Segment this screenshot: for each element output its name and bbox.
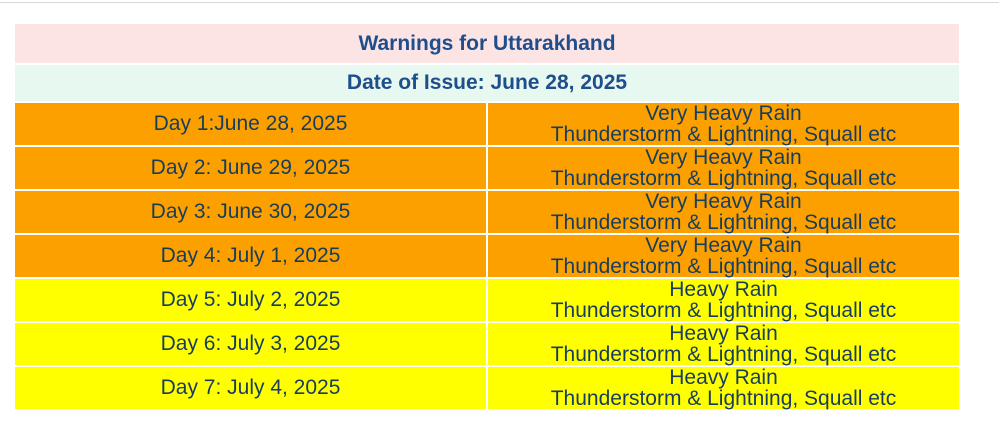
warning-line-1: Heavy Rain bbox=[669, 278, 778, 301]
warning-line-2: Thunderstorm & Lightning, Squall etc bbox=[550, 343, 897, 366]
warning-cell: Heavy Rain Thunderstorm & Lightning, Squ… bbox=[486, 277, 961, 323]
warning-cell: Very Heavy Rain Thunderstorm & Lightning… bbox=[486, 101, 961, 147]
table-row: Day 3: June 30, 2025 Very Heavy Rain Thu… bbox=[13, 189, 961, 235]
warning-cell: Heavy Rain Thunderstorm & Lightning, Squ… bbox=[486, 321, 961, 367]
warning-line-1: Very Heavy Rain bbox=[645, 146, 802, 169]
table-title: Warnings for Uttarakhand bbox=[13, 22, 961, 65]
warning-cell: Heavy Rain Thunderstorm & Lightning, Squ… bbox=[486, 365, 961, 411]
day-label: Day 5: July 2, 2025 bbox=[13, 277, 488, 323]
warning-line-2: Thunderstorm & Lightning, Squall etc bbox=[550, 211, 897, 234]
day-label: Day 4: July 1, 2025 bbox=[13, 233, 488, 279]
warning-line-1: Very Heavy Rain bbox=[645, 234, 802, 257]
date-of-issue: Date of Issue: June 28, 2025 bbox=[13, 63, 961, 103]
table-row: Day 1:June 28, 2025 Very Heavy Rain Thun… bbox=[13, 101, 961, 147]
warning-line-1: Very Heavy Rain bbox=[645, 102, 802, 125]
warning-line-2: Thunderstorm & Lightning, Squall etc bbox=[550, 299, 897, 322]
warning-line-1: Heavy Rain bbox=[669, 366, 778, 389]
day-label: Day 1:June 28, 2025 bbox=[13, 101, 488, 147]
warning-line-2: Thunderstorm & Lightning, Squall etc bbox=[550, 123, 897, 146]
date-row: Date of Issue: June 28, 2025 bbox=[13, 63, 961, 103]
warning-line-1: Heavy Rain bbox=[669, 322, 778, 345]
table-row: Day 6: July 3, 2025 Heavy Rain Thunderst… bbox=[13, 321, 961, 367]
top-divider bbox=[0, 2, 999, 3]
warning-cell: Very Heavy Rain Thunderstorm & Lightning… bbox=[486, 233, 961, 279]
day-label: Day 3: June 30, 2025 bbox=[13, 189, 488, 235]
warning-line-2: Thunderstorm & Lightning, Squall etc bbox=[550, 167, 897, 190]
warning-line-2: Thunderstorm & Lightning, Squall etc bbox=[550, 255, 897, 278]
warning-line-2: Thunderstorm & Lightning, Squall etc bbox=[550, 387, 897, 410]
warning-cell: Very Heavy Rain Thunderstorm & Lightning… bbox=[486, 145, 961, 191]
day-label: Day 2: June 29, 2025 bbox=[13, 145, 488, 191]
day-label: Day 7: July 4, 2025 bbox=[13, 365, 488, 411]
warning-cell: Very Heavy Rain Thunderstorm & Lightning… bbox=[486, 189, 961, 235]
table-row: Day 5: July 2, 2025 Heavy Rain Thunderst… bbox=[13, 277, 961, 323]
day-label: Day 6: July 3, 2025 bbox=[13, 321, 488, 367]
table-row: Day 4: July 1, 2025 Very Heavy Rain Thun… bbox=[13, 233, 961, 279]
table-row: Day 2: June 29, 2025 Very Heavy Rain Thu… bbox=[13, 145, 961, 191]
warnings-table: Warnings for Uttarakhand Date of Issue: … bbox=[13, 22, 961, 411]
warning-line-1: Very Heavy Rain bbox=[645, 190, 802, 213]
title-row: Warnings for Uttarakhand bbox=[13, 22, 961, 65]
table-row: Day 7: July 4, 2025 Heavy Rain Thunderst… bbox=[13, 365, 961, 411]
